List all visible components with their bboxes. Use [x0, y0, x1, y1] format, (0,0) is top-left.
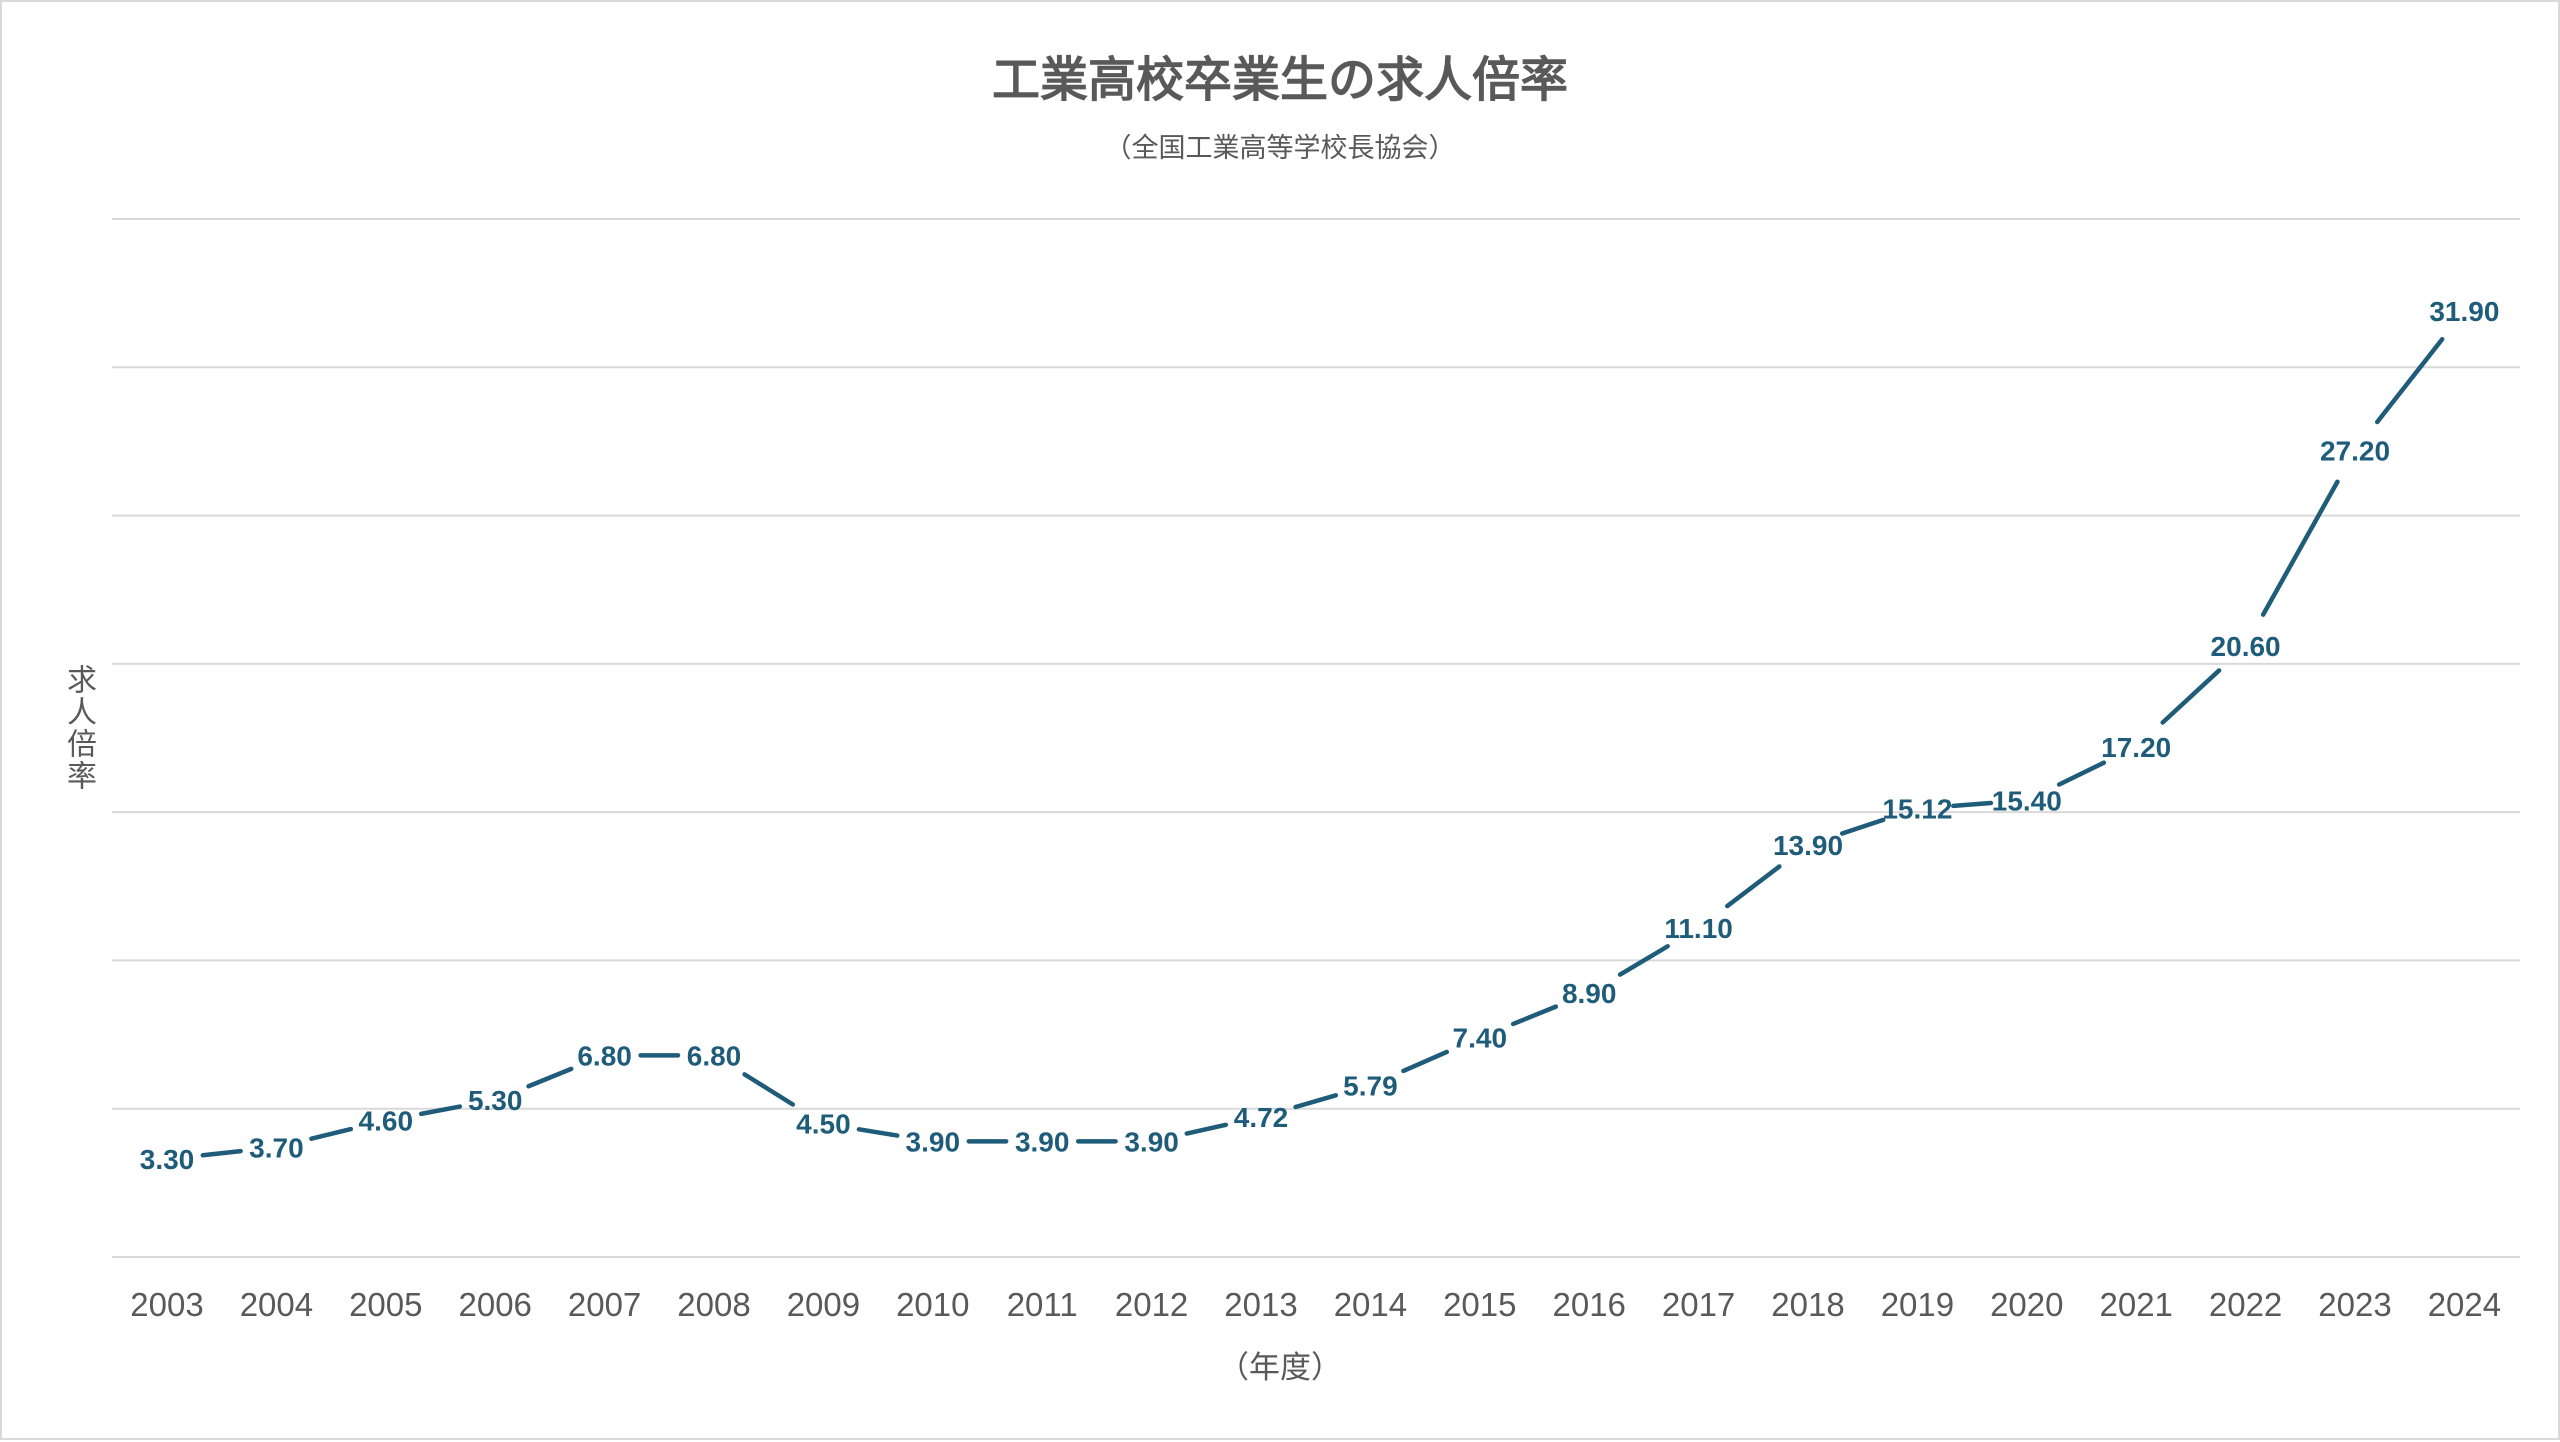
- series-line-segment: [742, 1072, 796, 1107]
- data-label: 7.40: [1453, 1023, 1508, 1054]
- x-axis-label: （年度）: [1218, 1350, 1342, 1386]
- series-line-segment: [1401, 1049, 1450, 1074]
- x-tick-label: 2023: [2318, 1286, 2391, 1323]
- x-tick-label: 2003: [130, 1286, 203, 1323]
- data-label: 3.70: [249, 1132, 304, 1163]
- data-label: 4.72: [1234, 1102, 1289, 1133]
- data-label: 17.20: [2101, 732, 2171, 763]
- series-line-segment: [418, 1104, 463, 1117]
- x-tick-label: 2024: [2428, 1286, 2501, 1323]
- x-tick-label: 2004: [240, 1286, 313, 1323]
- x-tick-label: 2022: [2209, 1286, 2282, 1323]
- y-axis-label: 求人倍率: [61, 664, 96, 792]
- gridlines: [112, 218, 2520, 1258]
- x-tick-label: 2007: [568, 1286, 641, 1323]
- data-label: 15.40: [1992, 785, 2062, 816]
- x-tick-label: 2021: [2099, 1286, 2172, 1323]
- series-line-segment: [2160, 668, 2222, 725]
- data-label: 3.90: [1015, 1126, 1070, 1157]
- data-label: 3.90: [1124, 1126, 1179, 1157]
- data-label: 3.30: [140, 1144, 195, 1175]
- series-line-segment: [2374, 337, 2445, 425]
- data-label: 27.20: [2320, 435, 2390, 466]
- data-label: 15.12: [1882, 794, 1952, 825]
- x-tick-label: 2015: [1443, 1286, 1516, 1323]
- x-tick-label: 2016: [1552, 1286, 1625, 1323]
- x-tick-label: 2009: [787, 1286, 860, 1323]
- series-line-segment: [1617, 943, 1670, 977]
- x-tick-label: 2012: [1115, 1286, 1188, 1323]
- x-tick-label: 2006: [458, 1286, 531, 1323]
- series-line-segment: [1184, 1122, 1229, 1136]
- x-tick-label: 2017: [1662, 1286, 1735, 1323]
- series-line-segment: [856, 1127, 900, 1138]
- data-label: 5.79: [1343, 1070, 1398, 1101]
- x-tick-label: 2010: [896, 1286, 969, 1323]
- data-label: 13.90: [1773, 830, 1843, 861]
- series-line-segment: [1293, 1093, 1339, 1110]
- data-label: 3.90: [906, 1126, 961, 1157]
- x-tick-label: 2008: [677, 1286, 750, 1323]
- x-tick-label: 2005: [349, 1286, 422, 1323]
- data-labels: 3.30 3.70 4.60 5.30 6.80 6.80 4.50 3.90 3.90 3.90…: [140, 296, 2500, 1175]
- data-label: 6.80: [687, 1040, 742, 1071]
- data-label: 20.60: [2211, 631, 2281, 662]
- series-line-segment: [200, 1148, 243, 1158]
- series-line-layer: [200, 337, 2445, 1158]
- series-line-segment: [1951, 800, 1994, 809]
- data-label: 31.90: [2429, 296, 2499, 327]
- series-line-segment: [1839, 817, 1886, 836]
- x-tick-label: 2018: [1771, 1286, 1844, 1323]
- chart-subtitle: （全国工業高等学校長協会）: [1104, 133, 1456, 164]
- series-line-segment: [309, 1126, 354, 1141]
- series-line-segment: [1510, 1004, 1559, 1027]
- series-line-segment: [526, 1066, 574, 1089]
- data-label: 4.60: [359, 1106, 414, 1137]
- data-label: 4.50: [796, 1109, 851, 1140]
- data-label: 5.30: [468, 1085, 523, 1116]
- x-tick-label: 2013: [1224, 1286, 1297, 1323]
- x-tick-label: 2020: [1990, 1286, 2063, 1323]
- x-tick-label: 2014: [1334, 1286, 1407, 1323]
- x-tick-labels: 2003 2004 2005 2006 2007 2008 2009 2010 2011 2012…: [130, 1286, 2501, 1323]
- x-tick-label: 2019: [1881, 1286, 1954, 1323]
- x-tick-label: 2011: [1007, 1286, 1078, 1323]
- series-line-segment: [2260, 479, 2340, 617]
- data-label: 11.10: [1664, 913, 1733, 944]
- series-line-segment: [2056, 760, 2107, 787]
- data-label: 6.80: [577, 1040, 632, 1071]
- chart-title: 工業高校卒業生の求人倍率: [991, 52, 1568, 108]
- data-label: 8.90: [1562, 978, 1617, 1009]
- series-line-segment: [1725, 864, 1782, 909]
